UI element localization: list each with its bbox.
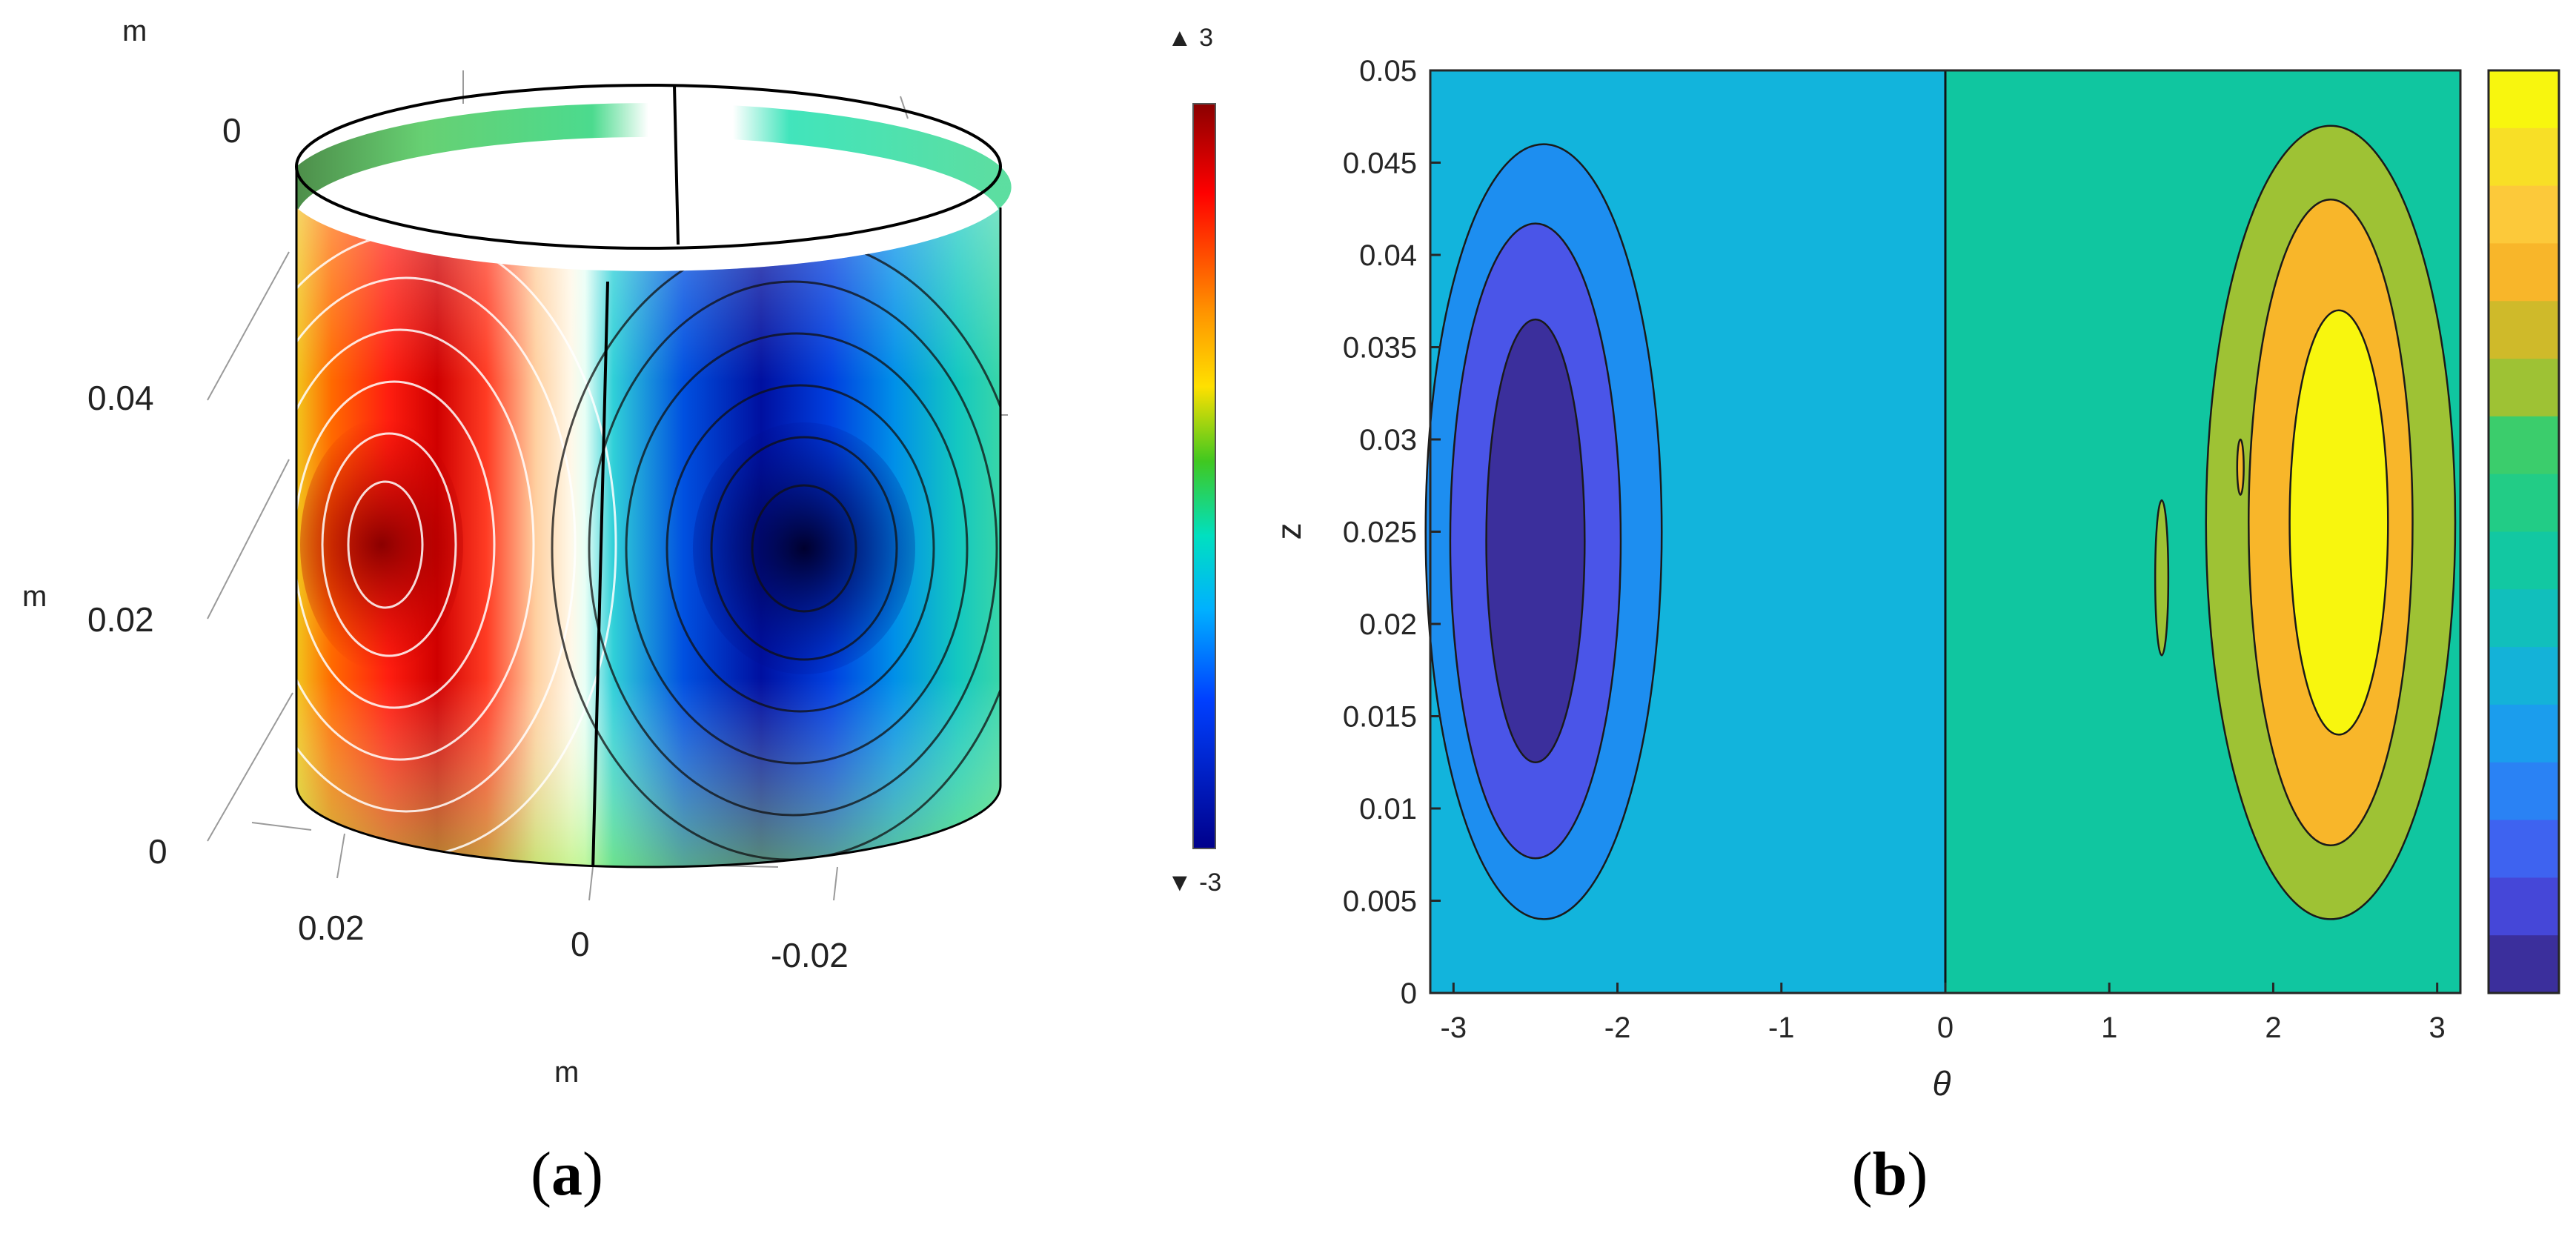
caption-a: (a) [531, 1140, 603, 1209]
colorbar-step-6 [2489, 416, 2559, 475]
top-tick-label: 0 [222, 111, 242, 150]
x-axis-label: θ [1933, 1064, 1951, 1103]
caption-b: (b) [1852, 1140, 1928, 1209]
z-tick-label-0.02: 0.02 [87, 600, 154, 639]
y-axis-ticks: 0 0.005 0.01 0.015 0.02 0.025 0.03 0.035 0.04 0.0… [1343, 55, 1441, 1010]
y-tick-label-0.035: 0.035 [1343, 332, 1417, 365]
colorbar-step-13 [2489, 820, 2559, 879]
y-tick-label-0.01: 0.01 [1359, 793, 1417, 826]
panel-a-3d-cylinder: m m m 0 0.04 0.02 0 0.02 0 -0.02 ▲ 3 ▼ -… [22, 15, 1221, 1209]
cylinder-inner-band [296, 103, 1012, 222]
panel-b-contour-plot: -3 -2 -1 0 1 2 3 00.0050.010.0150.020.0250.030… [1269, 55, 2560, 1209]
zero-contour [591, 281, 609, 867]
axis-unit-top: m [122, 15, 147, 47]
colorbar-step-15 [2489, 935, 2559, 994]
colorbar-step-8 [2489, 531, 2559, 591]
contour-region-level-7-9 [2236, 438, 2245, 496]
y-tick-label-0.05: 0.05 [1359, 55, 1417, 87]
colorbar-step-3 [2489, 243, 2559, 302]
x-tick-label--1: -1 [1768, 1012, 1795, 1044]
y-tick-label-0.005: 0.005 [1343, 886, 1417, 918]
y-tick-label-0.045: 0.045 [1343, 147, 1417, 180]
colorbar-step-5 [2489, 359, 2559, 417]
x-axis-ticks: -3 -2 -1 0 1 2 3 [1441, 983, 2446, 1044]
colorbar-step-4 [2489, 301, 2559, 360]
x-tick-label-0: 0 [1937, 1012, 1953, 1044]
colorbar-step-9 [2489, 589, 2559, 648]
minimum-spot [693, 422, 915, 674]
x-tick-label-2: 2 [2265, 1012, 2281, 1044]
y-tick-label-0.015: 0.015 [1343, 701, 1417, 734]
axis-unit-bottom: m [554, 1056, 579, 1089]
axis-unit-left: m [22, 580, 47, 613]
colorbar-step-7 [2489, 474, 2559, 533]
x-tick-label-3: 3 [2429, 1012, 2446, 1044]
colorbar-frame [2487, 69, 2560, 994]
colorbar-step-1 [2489, 127, 2559, 187]
h-tick-label-0: 0 [571, 925, 590, 963]
y-tick-label-0.02: 0.02 [1359, 608, 1417, 641]
contour-region-level-max-7 [2288, 309, 2389, 736]
colorbar-max-label: ▲ 3 [1167, 24, 1213, 52]
maximum-spot [300, 419, 463, 671]
colorbar-step-11 [2489, 704, 2559, 763]
contour-region-level-min-4 [1485, 318, 1586, 763]
colorbar-a [1192, 103, 1216, 849]
contour-region-level-6-8 [2154, 499, 2170, 657]
x-tick-label-1: 1 [2101, 1012, 2117, 1044]
colorbar-step-10 [2489, 647, 2559, 705]
z-tick-label-0.04: 0.04 [87, 379, 154, 417]
y-axis-label: z [1269, 523, 1308, 540]
y-tick-label-0.03: 0.03 [1359, 424, 1417, 456]
z-tick-label-0: 0 [148, 832, 167, 871]
colorbar-step-2 [2489, 185, 2559, 245]
cylinder-bottom-rim [295, 785, 1002, 868]
colorbar-step-12 [2489, 762, 2559, 821]
contour-regions [1424, 70, 2462, 994]
x-tick-label--2: -2 [1604, 1012, 1631, 1044]
colorbar-b [2487, 69, 2560, 994]
colorbar-step-0 [2489, 70, 2559, 129]
h-tick-label-0.02: 0.02 [298, 909, 365, 947]
colorbar-min-label: ▼ -3 [1167, 868, 1221, 897]
y-tick-label-0.04: 0.04 [1359, 239, 1417, 272]
y-tick-label-0: 0 [1401, 977, 1417, 1010]
colorbar-step-14 [2489, 877, 2559, 937]
h-tick-label-neg0.02: -0.02 [771, 936, 849, 974]
x-tick-label--3: -3 [1441, 1012, 1467, 1044]
y-tick-label-0.025: 0.025 [1343, 516, 1417, 549]
